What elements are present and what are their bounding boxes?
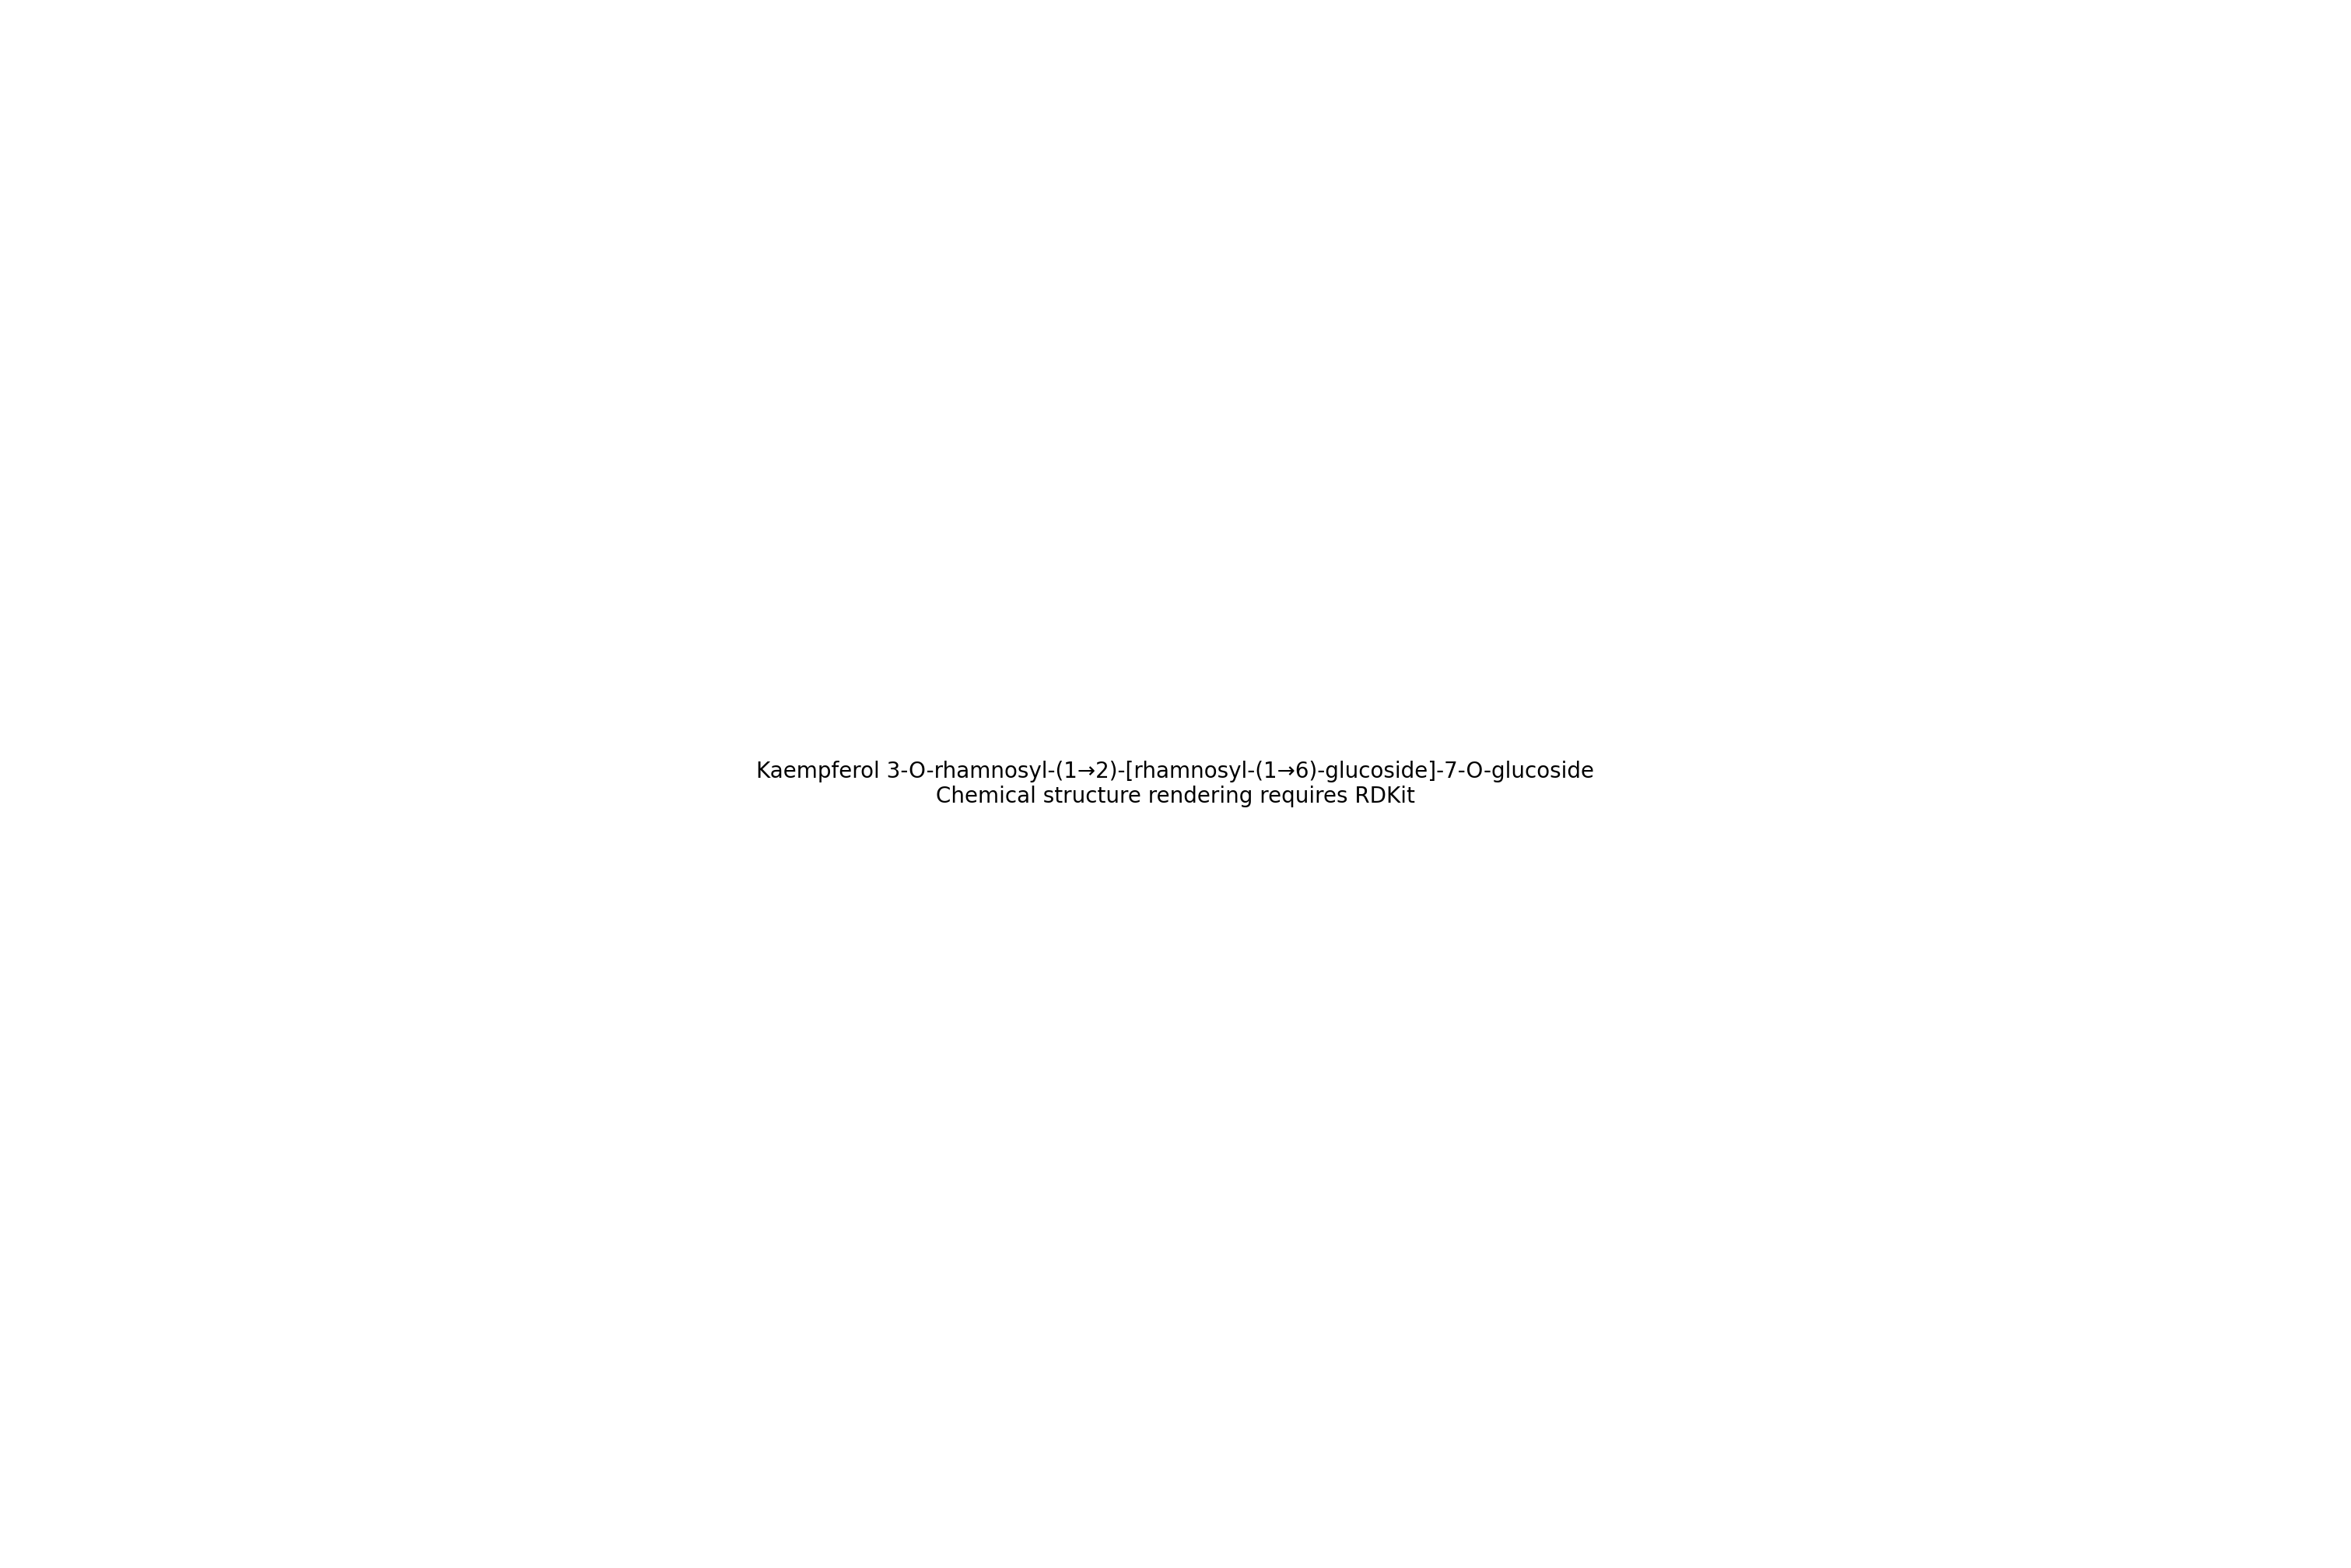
- Text: Kaempferol 3-O-rhamnosyl-(1→2)-[rhamnosyl-(1→6)-glucoside]-7-O-glucoside
Chemica: Kaempferol 3-O-rhamnosyl-(1→2)-[rhamnosy…: [757, 760, 1594, 808]
